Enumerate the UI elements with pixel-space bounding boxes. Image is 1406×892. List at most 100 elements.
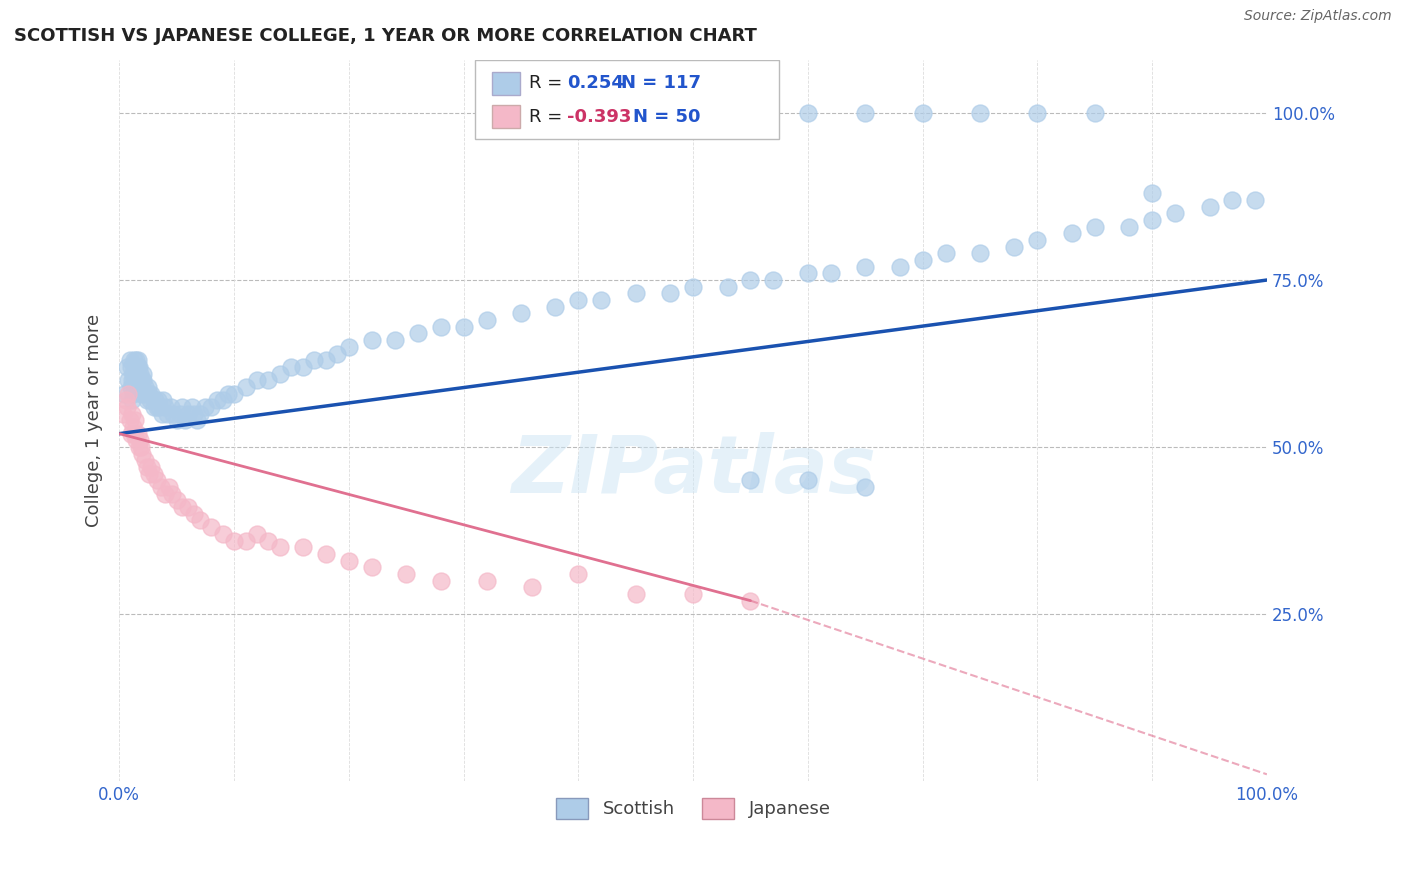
Point — [1164, 206, 1187, 220]
Point — [138, 386, 160, 401]
Point — [740, 474, 762, 488]
Point — [173, 413, 195, 427]
Text: ZIPatlas: ZIPatlas — [510, 432, 876, 510]
Point — [522, 580, 544, 594]
Point — [127, 367, 149, 381]
Point — [1060, 227, 1083, 241]
Point — [853, 260, 876, 274]
Point — [567, 566, 589, 581]
Point — [360, 333, 382, 347]
Point — [1026, 106, 1049, 120]
FancyBboxPatch shape — [492, 72, 520, 95]
Point — [188, 407, 211, 421]
Point — [150, 407, 173, 421]
Point — [624, 587, 647, 601]
Point — [117, 373, 139, 387]
Text: 0.254: 0.254 — [567, 74, 624, 93]
Point — [291, 540, 314, 554]
Point — [969, 106, 991, 120]
Point — [659, 286, 682, 301]
Point — [122, 426, 145, 441]
Point — [360, 560, 382, 574]
Point — [280, 359, 302, 374]
Point — [177, 407, 200, 421]
Point — [120, 380, 142, 394]
Point — [136, 380, 159, 394]
Point — [1002, 239, 1025, 253]
FancyBboxPatch shape — [492, 105, 520, 128]
Point — [969, 246, 991, 260]
Point — [475, 313, 498, 327]
Point — [1118, 219, 1140, 234]
Point — [112, 386, 135, 401]
Point — [429, 574, 451, 588]
Point — [180, 400, 202, 414]
Point — [120, 426, 142, 441]
Point — [125, 434, 148, 448]
Point — [211, 526, 233, 541]
Point — [156, 407, 179, 421]
Point — [128, 440, 150, 454]
Point — [291, 359, 314, 374]
Point — [129, 380, 152, 394]
Point — [315, 547, 337, 561]
Point — [139, 393, 162, 408]
Point — [122, 420, 145, 434]
Point — [125, 353, 148, 368]
Text: N = 50: N = 50 — [634, 108, 702, 126]
Point — [315, 353, 337, 368]
Point — [384, 333, 406, 347]
Y-axis label: College, 1 year or more: College, 1 year or more — [86, 314, 103, 527]
Point — [853, 480, 876, 494]
Point — [337, 340, 360, 354]
Point — [132, 373, 155, 387]
Point — [406, 326, 429, 341]
Point — [911, 252, 934, 267]
Point — [172, 500, 194, 515]
Point — [853, 106, 876, 120]
Point — [124, 413, 146, 427]
Point — [128, 359, 150, 374]
Point — [129, 440, 152, 454]
Point — [222, 533, 245, 548]
Point — [269, 540, 291, 554]
Point — [127, 426, 149, 441]
Point — [475, 574, 498, 588]
Point — [166, 413, 188, 427]
Point — [235, 533, 257, 548]
Point — [591, 293, 613, 307]
Point — [186, 413, 208, 427]
Point — [682, 279, 704, 293]
Legend: Scottish, Japanese: Scottish, Japanese — [548, 791, 838, 826]
Point — [153, 487, 176, 501]
Point — [183, 507, 205, 521]
Point — [222, 386, 245, 401]
Point — [153, 400, 176, 414]
Point — [246, 526, 269, 541]
Point — [169, 407, 191, 421]
Point — [122, 359, 145, 374]
Point — [1222, 193, 1244, 207]
Point — [740, 273, 762, 287]
Point — [121, 373, 143, 387]
Point — [762, 273, 785, 287]
Point — [162, 407, 184, 421]
Point — [188, 514, 211, 528]
Point — [152, 393, 174, 408]
Point — [797, 106, 820, 120]
Point — [120, 359, 142, 374]
Point — [211, 393, 233, 408]
Point — [135, 460, 157, 475]
Point — [166, 493, 188, 508]
Point — [118, 353, 141, 368]
Point — [172, 400, 194, 414]
Point — [205, 393, 228, 408]
Point — [453, 319, 475, 334]
Point — [115, 393, 138, 408]
Point — [117, 386, 139, 401]
Point — [1084, 106, 1107, 120]
Point — [257, 373, 280, 387]
Point — [797, 266, 820, 280]
Point — [177, 500, 200, 515]
Point — [132, 367, 155, 381]
